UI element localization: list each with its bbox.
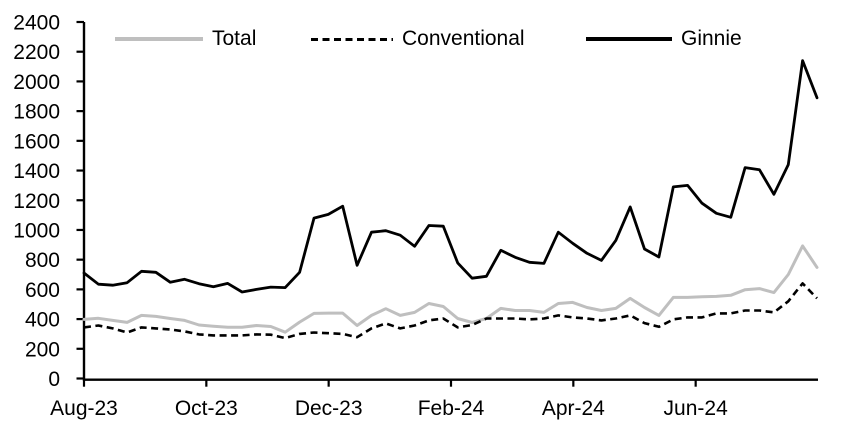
legend-item-conventional: Conventional — [311, 26, 525, 52]
legend: Total Conventional Ginnie — [0, 26, 852, 52]
x-tick-label: Aug-23 — [50, 397, 118, 420]
y-tick-label: 1200 — [13, 190, 60, 213]
ginnie-line-sample-icon — [586, 37, 672, 41]
conventional-line-sample-icon — [311, 37, 393, 41]
legend-item-ginnie: Ginnie — [586, 26, 742, 52]
legend-label-conventional: Conventional — [402, 27, 525, 50]
y-tick-label: 600 — [25, 279, 60, 302]
legend-label-total: Total — [212, 27, 257, 50]
legend-label-ginnie: Ginnie — [681, 27, 742, 50]
x-tick-label: Feb-24 — [418, 397, 485, 420]
axes — [82, 22, 818, 381]
y-tick-label: 400 — [25, 309, 60, 332]
x-tick-label: Dec-23 — [295, 397, 363, 420]
y-tick-label: 1000 — [13, 219, 60, 242]
ginnie-series-line — [82, 59, 819, 294]
x-tick-label: Apr-24 — [542, 397, 605, 420]
y-tick-label: 1600 — [13, 130, 60, 153]
y-tick-label: 1400 — [13, 160, 60, 183]
total-line-sample-icon — [115, 37, 203, 41]
y-tick-label: 1800 — [13, 101, 60, 124]
y-tick-label: 2200 — [13, 41, 60, 64]
total-series-line — [82, 244, 819, 334]
legend-item-total: Total — [115, 26, 256, 52]
y-tick-label: 800 — [25, 249, 60, 272]
y-tick-label: 2400 — [13, 12, 60, 35]
y-tick-label: 0 — [48, 368, 60, 391]
x-tick-label: Oct-23 — [175, 397, 238, 420]
x-tick-label: Jun-24 — [664, 397, 729, 420]
y-tick-label: 2000 — [13, 71, 60, 94]
y-tick-label: 200 — [25, 338, 60, 361]
